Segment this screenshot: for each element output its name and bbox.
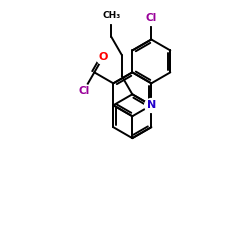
- Text: Cl: Cl: [146, 12, 157, 22]
- Point: [149, 103, 153, 107]
- Text: N: N: [147, 100, 156, 110]
- Point: [109, 14, 113, 18]
- Point: [101, 55, 105, 59]
- Text: O: O: [98, 52, 108, 62]
- Point: [82, 88, 86, 92]
- Point: [149, 16, 153, 20]
- Text: CH₃: CH₃: [102, 11, 120, 20]
- Text: Cl: Cl: [78, 86, 90, 96]
